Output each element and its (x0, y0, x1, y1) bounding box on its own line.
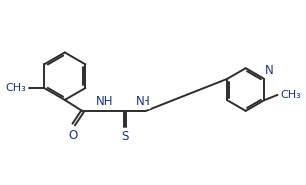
Text: S: S (121, 130, 129, 144)
Text: H: H (141, 95, 150, 108)
Text: N: N (136, 95, 144, 108)
Text: CH₃: CH₃ (5, 83, 26, 93)
Text: O: O (69, 129, 78, 142)
Text: NH: NH (96, 95, 114, 108)
Text: N: N (265, 64, 274, 77)
Text: CH₃: CH₃ (281, 90, 301, 100)
